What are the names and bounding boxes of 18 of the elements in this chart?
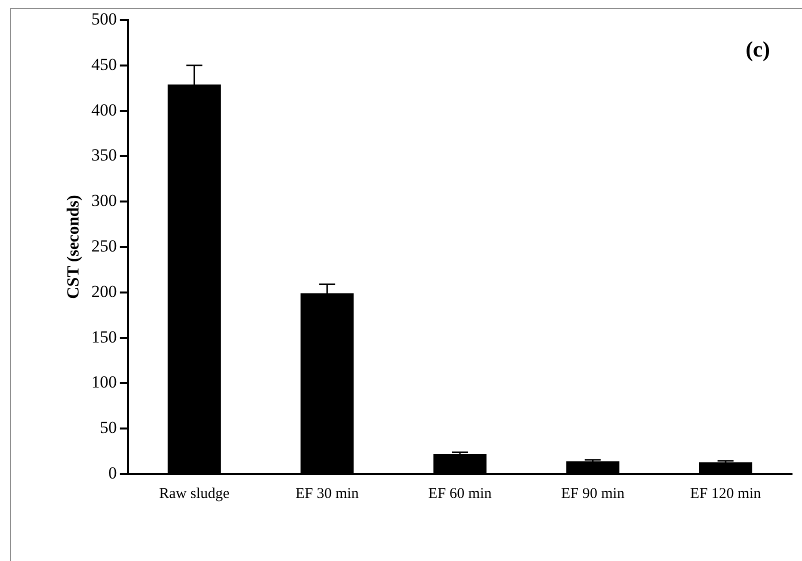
- y-tick-label: 300: [91, 191, 117, 210]
- y-tick-label: 400: [91, 100, 117, 120]
- x-tick-label: EF 30 min: [295, 486, 360, 502]
- y-tick-label: 50: [100, 418, 117, 438]
- y-tick-label: 0: [108, 463, 117, 482]
- y-axis-title: CST (seconds): [64, 194, 83, 300]
- y-tick-label: 500: [91, 9, 117, 28]
- y-tick-label: 250: [91, 236, 117, 256]
- y-tick-label: 150: [91, 327, 117, 346]
- x-tick-label: Raw sludge: [159, 486, 230, 502]
- y-tick-label: 200: [91, 282, 117, 301]
- x-tick-label: EF 90 min: [561, 486, 625, 502]
- y-tick-label: 450: [91, 54, 117, 74]
- annotation: (c): [746, 36, 770, 62]
- x-tick-label: EF 120 min: [690, 486, 762, 502]
- y-tick-label: 350: [91, 146, 117, 165]
- x-tick-label: EF 60 min: [428, 486, 492, 502]
- y-tick-label: 100: [91, 372, 117, 392]
